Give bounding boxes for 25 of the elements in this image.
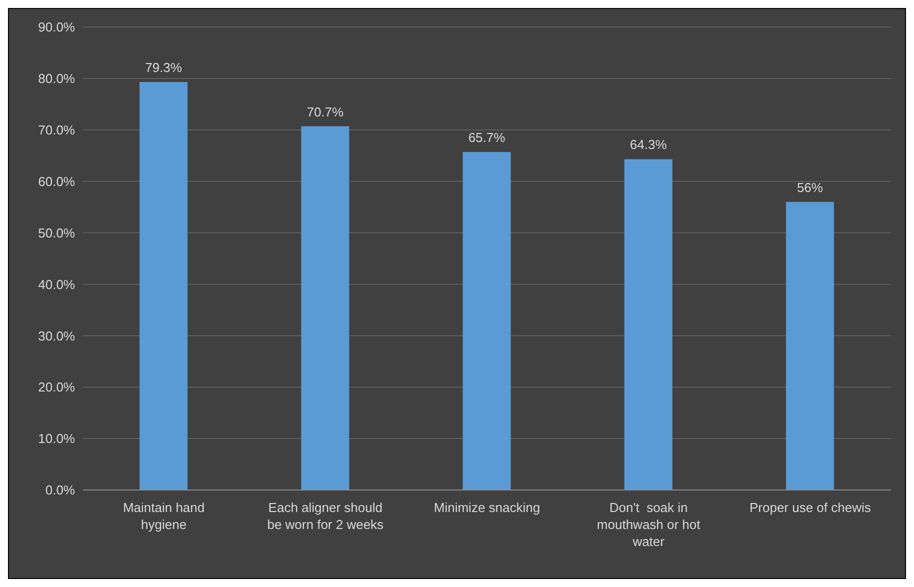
data-label: 65.7%: [468, 130, 506, 146]
bar: [786, 202, 834, 490]
y-tick-label: 40.0%: [38, 276, 76, 292]
y-tick-label: 20.0%: [38, 380, 76, 395]
x-tick-label: Maintain hand hygiene: [122, 500, 205, 532]
x-tick-label: Don't soak in mouthwash or hot water: [596, 500, 701, 549]
data-label: 70.7%: [306, 104, 344, 120]
x-tick-label: Proper use of chewis: [749, 500, 872, 515]
y-tick-label: 90.0%: [38, 20, 76, 35]
y-tick-label: 60.0%: [38, 174, 76, 189]
data-label: 56%: [796, 180, 824, 195]
y-tick-label: 50.0%: [38, 225, 76, 240]
bar: [624, 159, 672, 490]
x-tick-label: Each aligner should be worn for 2 weeks: [267, 500, 384, 532]
data-label: 79.3%: [145, 60, 182, 76]
y-tick-label: 80.0%: [38, 71, 76, 86]
y-tick-label: 30.0%: [38, 328, 76, 344]
y-tick-label: 70.0%: [38, 122, 76, 138]
y-tick-label: 10.0%: [38, 431, 76, 446]
bar: [462, 152, 511, 490]
bar: [140, 82, 188, 490]
x-tick-label: Minimize snacking: [434, 500, 540, 515]
data-label: 64.3%: [630, 137, 668, 152]
y-tick-label: 0.0%: [45, 482, 76, 498]
bar: [301, 126, 350, 490]
